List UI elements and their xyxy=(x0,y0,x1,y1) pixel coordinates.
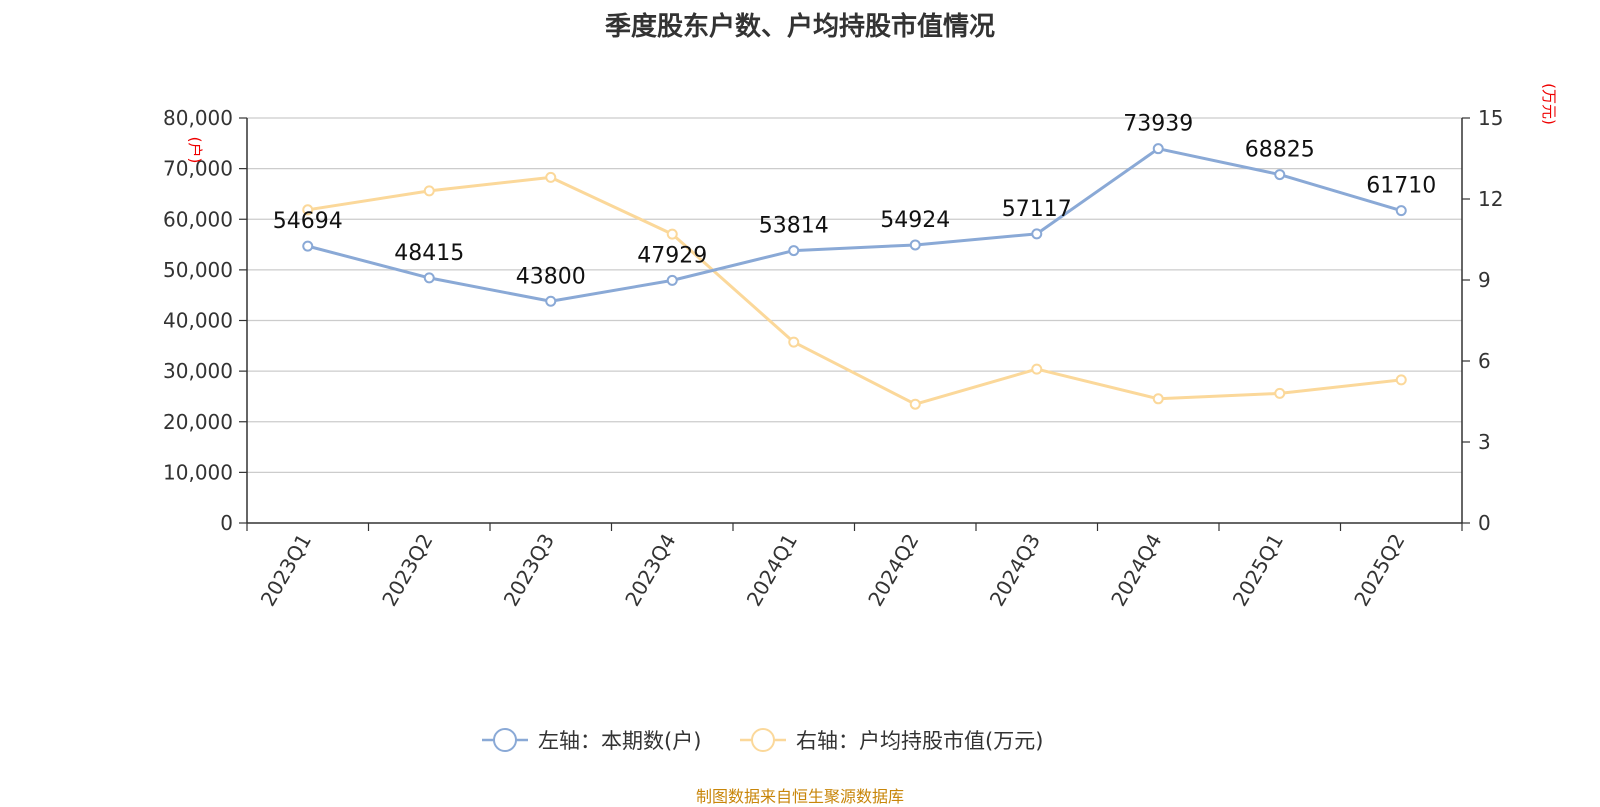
households-data-label: 61710 xyxy=(1366,174,1436,199)
source-note: 制图数据来自恒生聚源数据库 xyxy=(695,787,904,806)
x-axis-tick-label: 2024Q1 xyxy=(742,530,802,611)
avg-market-value-point xyxy=(302,204,314,216)
x-axis-tick-label: 2025Q1 xyxy=(1228,530,1288,611)
legend: 左轴：本期数(户) 右轴：户均持股市值(万元) xyxy=(482,728,1043,753)
households-point xyxy=(545,295,557,307)
avg-market-value-point xyxy=(1031,363,1043,375)
x-axis-tick-label: 2023Q2 xyxy=(377,530,437,611)
legend-circle-icon xyxy=(751,728,775,752)
axes: 0 10,000 20,000 30,000 40,000 50,000 60,000 70,… xyxy=(163,83,1558,610)
households-point xyxy=(423,272,435,284)
legend-item-avg-market-value: 右轴：户均持股市值(万元) xyxy=(740,728,1043,753)
households-data-label: 48415 xyxy=(394,241,464,266)
households-data-label: 54924 xyxy=(880,208,950,233)
left-axis-tick-label: 30,000 xyxy=(163,359,233,383)
x-axis-tick-label: 2023Q1 xyxy=(256,530,316,611)
left-axis-unit: (户) xyxy=(186,137,204,164)
x-axis-tick-label: 2024Q2 xyxy=(863,530,923,611)
households-point xyxy=(1031,228,1043,240)
households-point xyxy=(1274,169,1286,181)
avg-market-value-point xyxy=(423,185,435,197)
right-axis-tick-label: 9 xyxy=(1478,268,1491,292)
avg-market-value-point xyxy=(1274,387,1286,399)
legend-item-households: 左轴：本期数(户) xyxy=(482,728,701,753)
left-axis-tick-label: 10,000 xyxy=(163,460,233,484)
households-data-label: 54694 xyxy=(273,209,343,234)
left-axis-tick-label: 60,000 xyxy=(163,207,233,231)
left-axis-tick-label: 20,000 xyxy=(163,410,233,434)
left-axis-tick-label: 40,000 xyxy=(163,309,233,333)
households-data-label: 47929 xyxy=(637,243,707,268)
households-data-label: 68825 xyxy=(1245,138,1315,163)
left-axis-tick-label: 0 xyxy=(220,511,233,535)
households-data-label: 43800 xyxy=(516,264,586,289)
households-data-label: 53814 xyxy=(759,214,829,239)
gridlines xyxy=(247,117,1462,473)
series-lines xyxy=(307,147,1402,406)
households-point xyxy=(302,240,314,252)
legend-label: 左轴：本期数(户) xyxy=(538,729,701,753)
households-point xyxy=(788,245,800,257)
avg-market-value-point xyxy=(1395,374,1407,386)
right-axis-tick-label: 15 xyxy=(1478,106,1503,130)
x-axis-tick-label: 2024Q4 xyxy=(1106,530,1166,611)
households-line xyxy=(307,147,1402,303)
right-axis-tick-label: 0 xyxy=(1478,511,1491,535)
x-axis-tick-label: 2024Q3 xyxy=(985,530,1045,611)
left-axis-tick-label: 50,000 xyxy=(163,258,233,282)
legend-label: 右轴：户均持股市值(万元) xyxy=(796,729,1043,753)
avg-market-value-point xyxy=(1152,393,1164,405)
x-axis-tick-label: 2023Q4 xyxy=(620,530,680,611)
avg-market-value-point xyxy=(545,171,557,183)
households-point xyxy=(666,274,678,286)
left-axis-tick-label: 70,000 xyxy=(163,157,233,181)
right-axis-tick-label: 12 xyxy=(1478,187,1503,211)
right-axis-tick-label: 3 xyxy=(1478,430,1491,454)
right-axis-tick-label: 6 xyxy=(1478,349,1491,373)
households-data-label: 57117 xyxy=(1002,197,1072,222)
series-points xyxy=(302,143,1407,410)
x-axis-tick-label: 2023Q3 xyxy=(499,530,559,611)
households-point xyxy=(1395,205,1407,217)
legend-circle-icon xyxy=(493,728,517,752)
avg-market-value-line xyxy=(307,175,1402,406)
avg-market-value-point xyxy=(666,228,678,240)
households-point xyxy=(1152,143,1164,155)
data-labels: 54694 48415 43800 47929 53814 54924 57117 73939… xyxy=(273,112,1437,290)
households-data-label: 73939 xyxy=(1123,112,1193,137)
right-axis-unit: (万元) xyxy=(1540,83,1558,125)
avg-market-value-point xyxy=(788,336,800,348)
chart-title: 季度股东户数、户均持股市值情况 xyxy=(604,12,995,42)
left-axis-tick-label: 80,000 xyxy=(163,106,233,130)
avg-market-value-point xyxy=(909,398,921,410)
households-point xyxy=(909,239,921,251)
x-axis-tick-label: 2025Q2 xyxy=(1349,530,1409,611)
